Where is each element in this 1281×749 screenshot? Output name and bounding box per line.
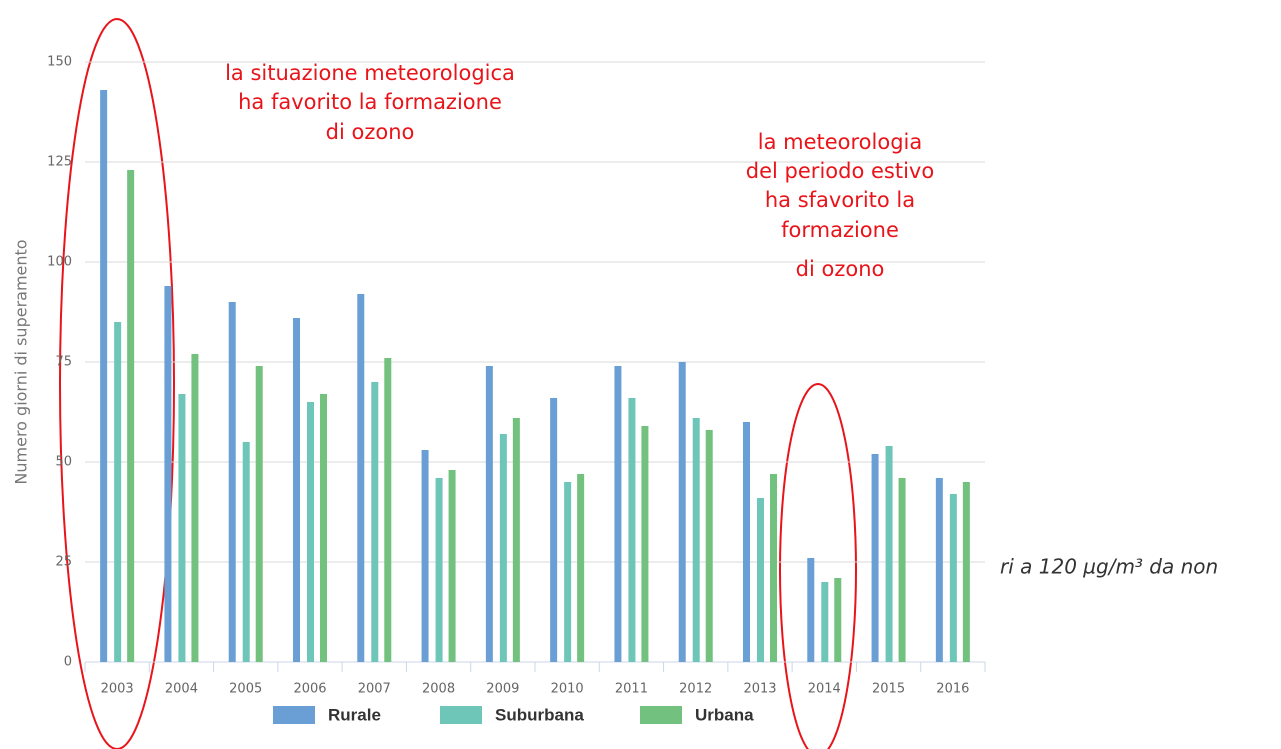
bar: [770, 474, 777, 662]
y-axis-label: Numero giorni di superamento: [12, 239, 31, 484]
bar: [577, 474, 585, 662]
bar: [448, 470, 456, 662]
y-tick-label: 75: [55, 355, 72, 370]
x-tick-label: 2012: [679, 682, 712, 697]
bar: [821, 582, 829, 662]
x-tick-label: 2011: [615, 682, 648, 697]
bar: [628, 398, 636, 662]
bar: [705, 430, 713, 662]
x-tick-label: 2010: [551, 682, 584, 697]
bar: [807, 558, 815, 662]
annotation: di ozono: [796, 257, 885, 281]
bar: [127, 170, 135, 662]
bar: [641, 426, 649, 662]
y-tick-label: 125: [47, 155, 72, 170]
x-tick-label: 2009: [486, 682, 519, 697]
bar: [371, 382, 379, 662]
x-tick-label: 2004: [165, 682, 198, 697]
bar: [242, 442, 250, 662]
annotation: di ozono: [326, 120, 415, 144]
annotation: ha favorito la formazione: [238, 90, 502, 114]
bar: [320, 394, 327, 662]
bar: [485, 366, 493, 662]
bar: [100, 90, 108, 662]
bar: [614, 366, 622, 662]
bar: [871, 454, 879, 662]
highlight-ellipse: [779, 383, 857, 749]
y-tick-label: 100: [47, 255, 72, 270]
y-tick-label: 50: [55, 455, 72, 470]
y-tick-label: 0: [64, 655, 72, 670]
bar: [293, 318, 300, 662]
bar: [678, 362, 686, 662]
bar: [435, 478, 443, 662]
bar: [357, 294, 365, 662]
x-tick-label: 2014: [808, 682, 841, 697]
bar: [228, 302, 236, 662]
bar: [114, 322, 122, 662]
x-tick-label: 2008: [422, 682, 455, 697]
bar: [550, 398, 558, 662]
bar: [164, 286, 172, 662]
x-tick-label: 2015: [872, 682, 905, 697]
bar: [834, 578, 842, 662]
y-tick-label: 150: [47, 55, 72, 70]
bar: [307, 402, 314, 662]
bar: [255, 366, 263, 662]
annotation: ha sfavorito la: [765, 188, 915, 212]
bar: [962, 482, 970, 662]
bar: [743, 422, 750, 662]
x-tick-label: 2013: [743, 682, 776, 697]
bar: [384, 358, 392, 662]
bar: [191, 354, 199, 662]
bar: [885, 446, 893, 662]
bar: [898, 478, 906, 662]
legend-swatch: [440, 706, 482, 724]
annotation: formazione: [781, 218, 899, 242]
bar: [499, 434, 507, 662]
annotation: del periodo estivo: [746, 159, 934, 183]
x-tick-label: 2006: [293, 682, 326, 697]
annotation: la situazione meteorologica: [225, 61, 515, 85]
legend-label: Rurale: [328, 705, 381, 724]
bar: [421, 450, 429, 662]
legend-swatch: [273, 706, 315, 724]
bar: [512, 418, 520, 662]
bar: [564, 482, 572, 662]
legend-label: Suburbana: [495, 705, 584, 724]
bar: [935, 478, 943, 662]
x-tick-label: 2007: [358, 682, 391, 697]
bar: [757, 498, 764, 662]
side-text: ri a 120 µg/m³ da non: [1000, 555, 1218, 579]
x-tick-label: 2016: [936, 682, 969, 697]
bar: [949, 494, 957, 662]
highlight-ellipse: [59, 18, 175, 749]
x-tick-label: 2005: [229, 682, 262, 697]
bar: [692, 418, 700, 662]
y-tick-label: 25: [55, 555, 72, 570]
bar: [178, 394, 186, 662]
legend-swatch: [640, 706, 682, 724]
legend-label: Urbana: [695, 705, 754, 724]
x-tick-label: 2003: [101, 682, 134, 697]
annotation: la meteorologia: [758, 130, 923, 154]
